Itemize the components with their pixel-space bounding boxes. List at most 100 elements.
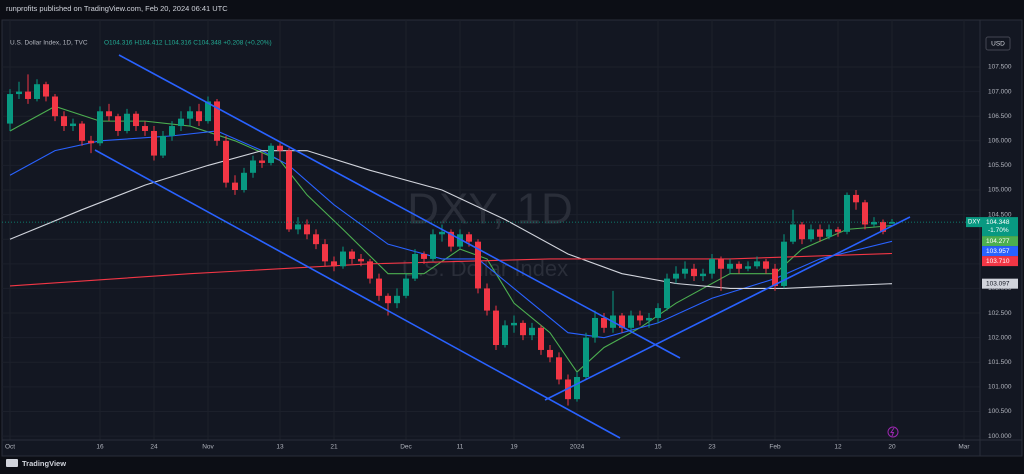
chart-panel [1,19,1023,457]
candle-body [844,194,850,232]
price-tag: 103.097 [986,280,1010,287]
candle-body [79,123,85,141]
candle-body [682,268,688,274]
candle-body [403,278,409,296]
candle-body [592,317,598,338]
candle-body [241,172,247,191]
candle-body [637,315,643,321]
candle-body [457,234,463,247]
candle-body [286,150,292,230]
candle-body [628,315,634,328]
candle-body [259,160,265,163]
candle-body [700,273,706,277]
event-icon-bolt [890,427,895,437]
candle-body [376,278,382,296]
candle-body [520,322,526,336]
y-tick-label: 107.500 [988,64,1012,71]
candle-body [538,327,544,350]
y-tick-label: 107.000 [988,88,1012,95]
candle-body [601,317,607,328]
candle-body [142,126,148,131]
candle-body [160,135,166,156]
candle-body [826,229,832,237]
price-change: -1.70% [988,227,1009,234]
x-tick-label: 20 [888,444,896,451]
x-tick-label: Mar [958,444,970,451]
candle-body [547,349,553,358]
candle-body [124,113,130,131]
price-tag-box [982,217,1018,237]
currency: USD [991,41,1005,48]
x-tick-label: Nov [202,444,214,451]
ohlc-legend: O104.316 H104.412 L104.316 C104.348 +0.2… [104,40,272,47]
uptrend-line [544,216,911,401]
currency-box[interactable] [985,36,1011,51]
y-tick-label: 100.500 [988,408,1012,415]
x-tick-label: 16 [96,444,104,451]
watermark: DXY, 1D [407,185,573,234]
x-tick-label: 19 [510,444,518,451]
candle-body [223,140,229,183]
symbol-tag: DXY [968,220,980,226]
candle-body [835,229,841,232]
event-icon[interactable] [887,426,899,438]
candle-body [367,261,373,279]
candle-body [871,221,877,225]
candle-body [52,96,58,117]
price-tag-box [982,256,1018,267]
candle-body [421,253,427,259]
candle-body [394,295,400,304]
candle-body [196,111,202,122]
y-tick-label: 106.000 [988,138,1012,145]
x-tick-label: Feb [769,444,781,451]
candle-body [475,241,481,289]
x-tick-label: 24 [150,444,158,451]
y-tick-label: 105.500 [988,162,1012,169]
candle-body [349,251,355,259]
candle-body [808,229,814,240]
y-tick-label: 106.500 [988,113,1012,120]
candle-body [880,221,886,232]
candle-body [232,182,238,191]
x-tick-label: 12 [834,444,842,451]
candle-body [574,377,580,400]
candle-body [889,222,895,224]
candle-body [214,101,220,141]
price-tag: 103.710 [986,258,1010,265]
symbol-tag-box [966,217,982,228]
candle-body [412,253,418,279]
candle-body [358,258,364,262]
candle-body [493,310,499,346]
candle-body [178,118,184,127]
y-tick-label: 101.500 [988,359,1012,366]
candle-body [61,116,67,127]
candle-body [97,111,103,144]
candle-body [484,288,490,311]
candle-body [781,241,787,286]
symbol-title: U.S. Dollar Index, 1D, TVC [10,40,88,47]
x-tick-label: 11 [457,444,464,451]
brand-logo [6,459,18,467]
y-tick-label: 100.000 [988,433,1012,440]
brand: TradingView [22,459,66,468]
candle-body [673,273,679,279]
candle-body [88,140,94,144]
candle-body [34,84,40,99]
candle-body [304,224,310,235]
price-tag-box [982,246,1018,257]
candle-body [322,244,328,262]
candle-body [529,327,535,336]
x-tick-label: Dec [400,444,412,451]
candle-body [556,357,562,380]
x-tick-label: 23 [708,444,716,451]
candle-body [772,268,778,286]
y-tick-label: 104.500 [988,211,1012,218]
candle-body [853,194,859,203]
candle-body [862,202,868,225]
candle-body [187,111,193,119]
x-tick-label: 21 [330,444,338,451]
candle-body [295,224,301,230]
price-tag: 104.348 [986,219,1010,226]
y-tick-label: 102.000 [988,334,1012,341]
